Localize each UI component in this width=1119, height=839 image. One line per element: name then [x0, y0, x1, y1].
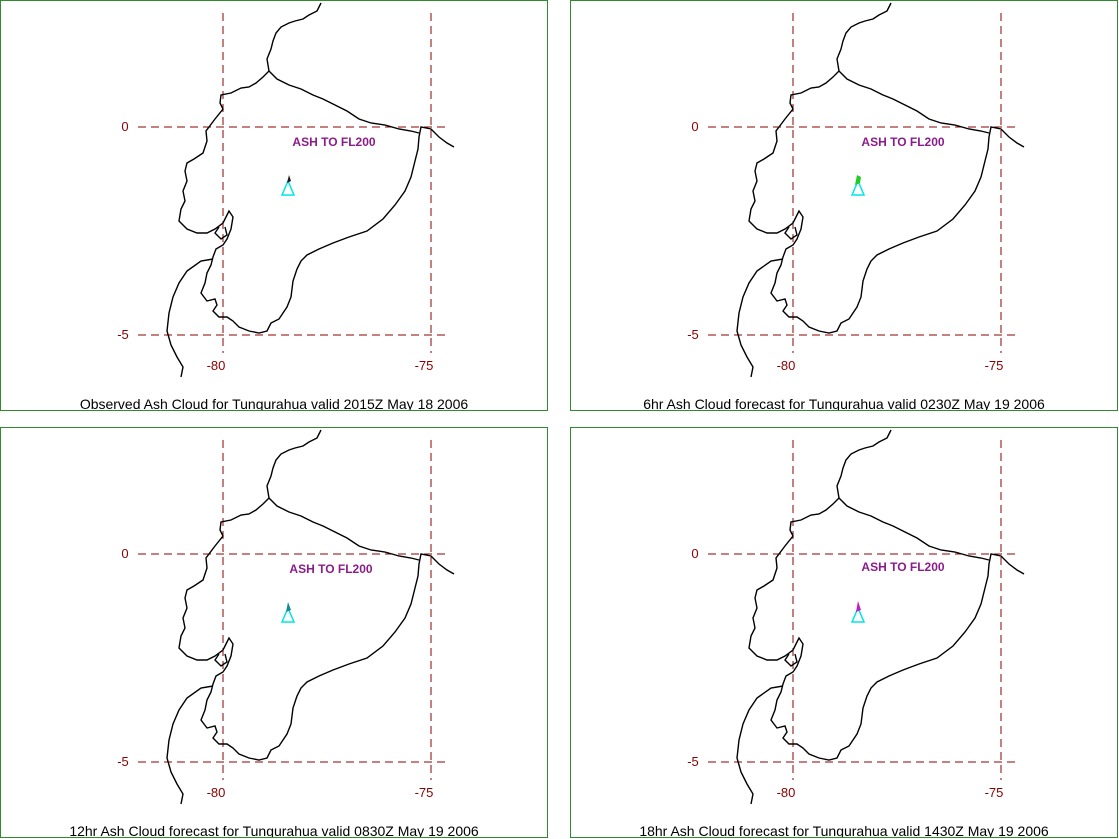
latitude-label-0: 0	[121, 119, 128, 134]
volcano-icon	[280, 175, 296, 196]
map-canvas: 0 -5 -80 -75 ASH TO FL200	[687, 429, 1025, 805]
volcano-icon	[850, 175, 866, 196]
ash-altitude-label: ASH TO FL200	[861, 560, 944, 574]
latitude-label-minus5: -5	[687, 327, 699, 342]
longitude-label-minus75: -75	[415, 785, 434, 800]
ecuador-border-outline	[178, 429, 455, 761]
ash-altitude-label: ASH TO FL200	[292, 135, 375, 149]
longitude-label-minus80: -80	[207, 785, 226, 800]
ash-altitude-label: ASH TO FL200	[861, 135, 944, 149]
peru-border-line	[166, 685, 214, 805]
panel-caption: 18hr Ash Cloud forecast for Tungurahua v…	[639, 823, 1049, 838]
ecuador-border-outline	[178, 2, 455, 334]
ecuador-border-outline	[748, 429, 1025, 761]
longitude-label-minus80: -80	[777, 785, 796, 800]
map-panel-observed: 0 -5 -80 -75 ASH TO FL200 Observed Ash C…	[0, 0, 548, 411]
colombia-border-line	[268, 497, 420, 561]
latitude-label-0: 0	[691, 546, 698, 561]
longitude-label-minus80: -80	[777, 358, 796, 373]
panel-caption: 6hr Ash Cloud forecast for Tungurahua va…	[643, 396, 1045, 411]
colombia-border-line	[838, 70, 990, 134]
gulf-of-guayaquil-coast	[784, 653, 798, 667]
latitude-label-minus5: -5	[117, 327, 129, 342]
map-canvas: 0 -5 -80 -75 ASH TO FL200	[687, 2, 1025, 378]
volcano-icon	[280, 602, 296, 623]
ash-plume-marker	[855, 175, 861, 185]
map-panel-6hr-forecast: 0 -5 -80 -75 ASH TO FL200 6hr Ash Cloud …	[570, 0, 1118, 411]
longitude-label-minus75: -75	[985, 358, 1004, 373]
latitude-label-minus5: -5	[117, 754, 129, 769]
latitude-label-0: 0	[121, 546, 128, 561]
latitude-label-0: 0	[691, 119, 698, 134]
map-panel-12hr-forecast: 0 -5 -80 -75 ASH TO FL200 12hr Ash Cloud…	[0, 427, 548, 838]
colombia-border-line	[838, 497, 990, 561]
gulf-of-guayaquil-coast	[784, 226, 798, 240]
ash-plume-marker	[286, 602, 291, 612]
longitude-label-minus80: -80	[207, 358, 226, 373]
longitude-label-minus75: -75	[415, 358, 434, 373]
gulf-of-guayaquil-coast	[214, 653, 228, 667]
ash-altitude-label: ASH TO FL200	[289, 562, 372, 576]
ecuador-border-outline	[748, 2, 1025, 334]
longitude-label-minus75: -75	[985, 785, 1004, 800]
peru-border-line	[736, 685, 784, 805]
map-canvas: 0 -5 -80 -75 ASH TO FL200	[117, 2, 455, 378]
peru-border-line	[166, 258, 214, 378]
map-canvas: 0 -5 -80 -75 ASH TO FL200	[117, 429, 455, 805]
peru-border-line	[736, 258, 784, 378]
ash-plume-marker	[287, 175, 291, 183]
map-panel-18hr-forecast: 0 -5 -80 -75 ASH TO FL200 18hr Ash Cloud…	[570, 427, 1118, 838]
colombia-border-line	[268, 70, 420, 134]
ash-plume-marker	[856, 601, 861, 612]
volcano-icon	[850, 601, 866, 623]
gulf-of-guayaquil-coast	[214, 226, 228, 240]
panel-caption: 12hr Ash Cloud forecast for Tungurahua v…	[69, 823, 479, 838]
panel-caption: Observed Ash Cloud for Tungurahua valid …	[79, 396, 469, 411]
latitude-label-minus5: -5	[687, 754, 699, 769]
